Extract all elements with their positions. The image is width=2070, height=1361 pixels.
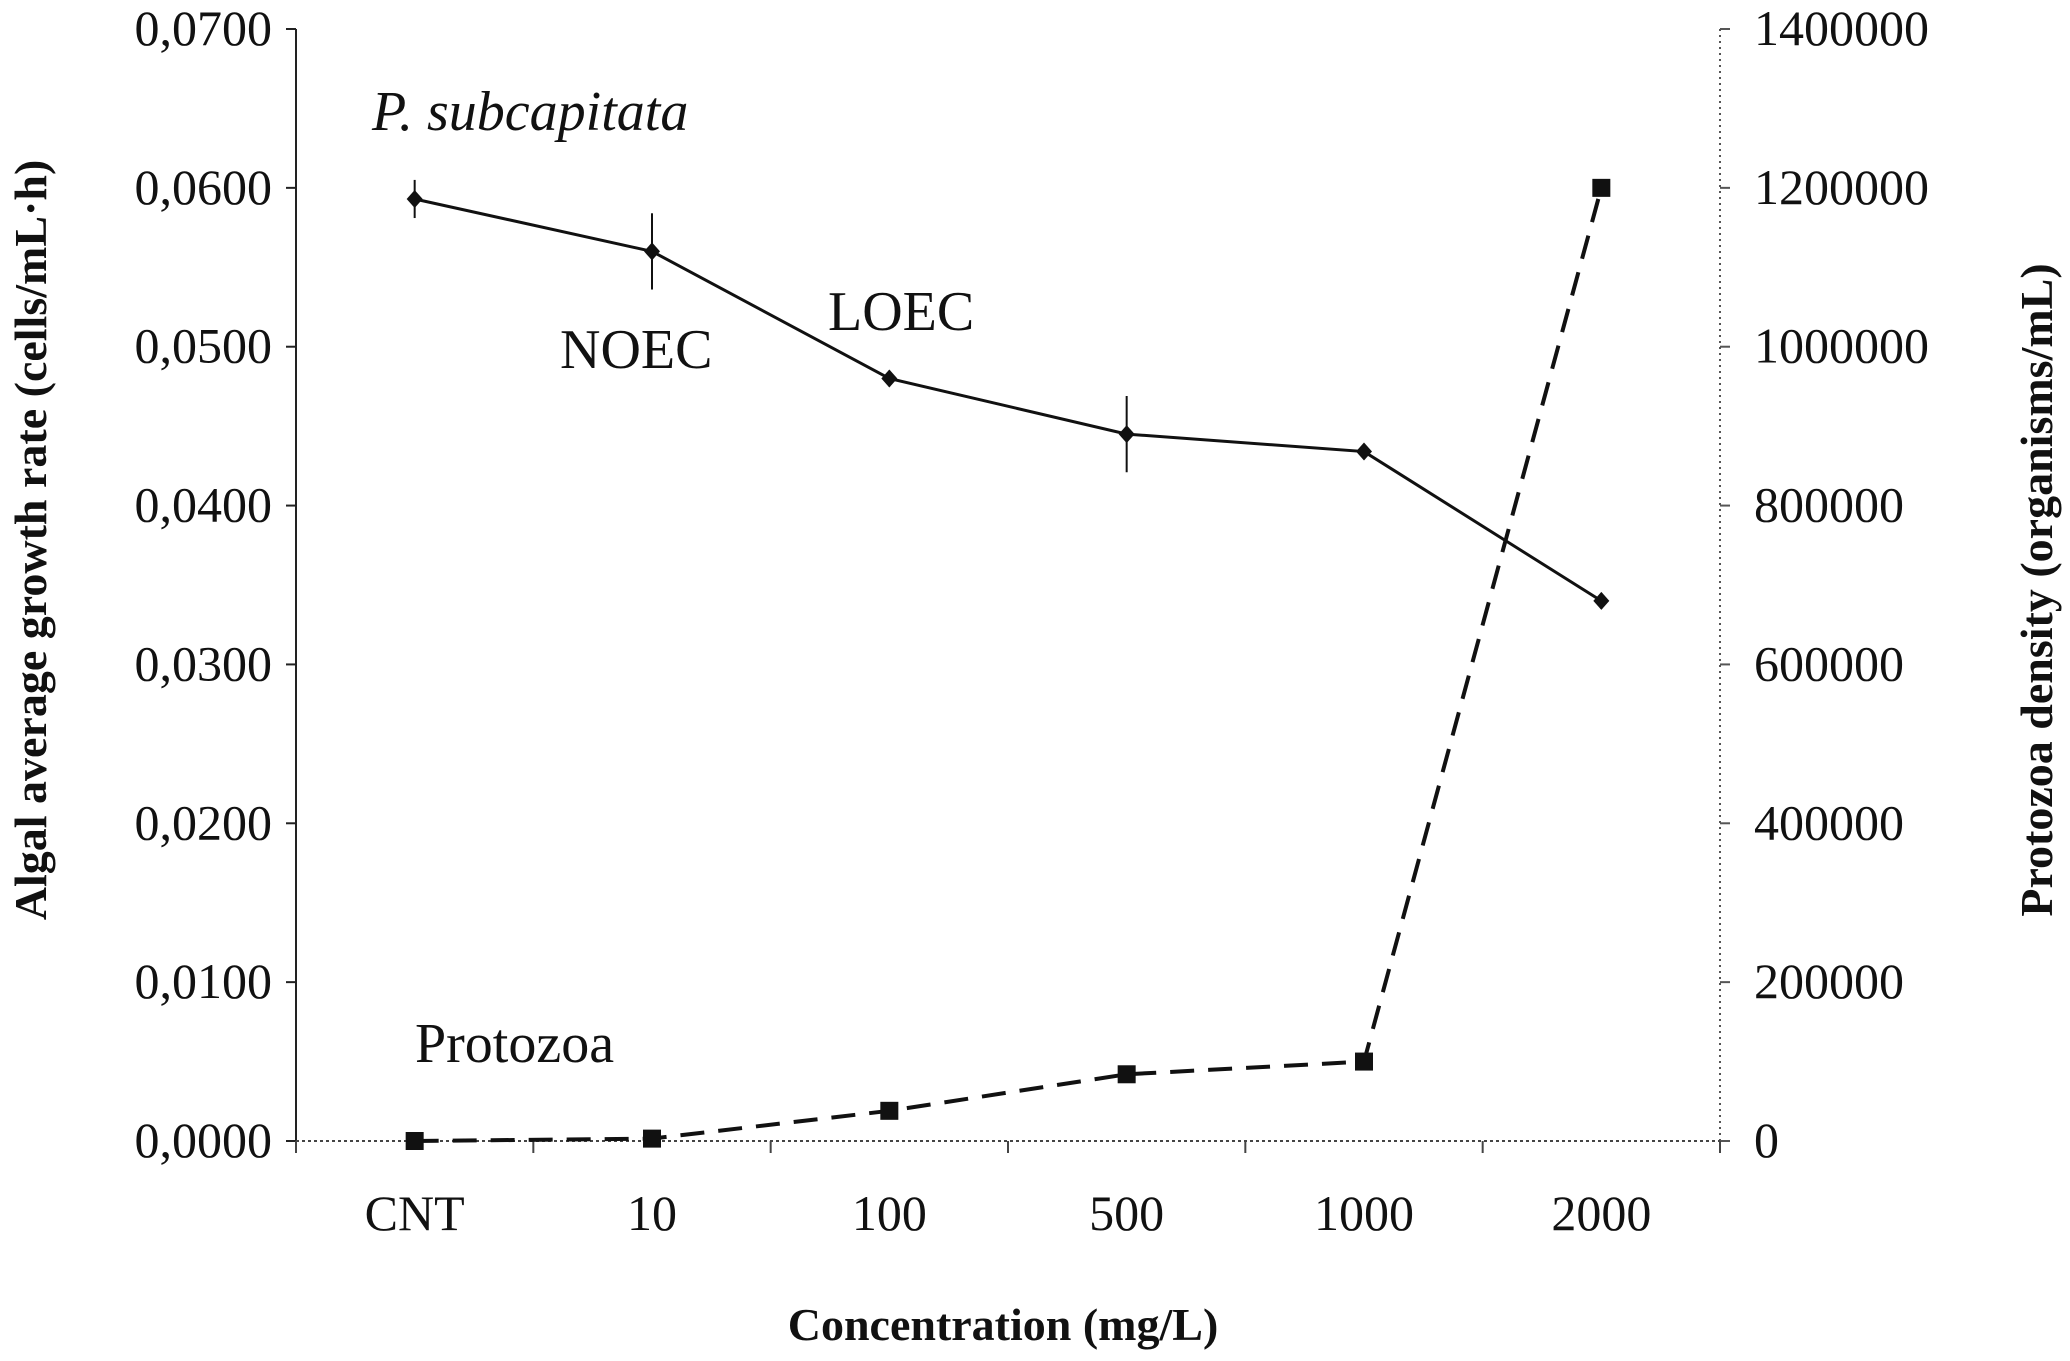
right-tick-label: 1000000 [1754, 318, 1929, 374]
data-point [881, 369, 898, 388]
x-tick-label: 2000 [1551, 1185, 1651, 1241]
annotation-protozoa: Protozoa [415, 1013, 614, 1075]
left-tick-label: 0,0700 [135, 0, 273, 56]
series-algae [406, 179, 1610, 610]
annotation-noec: NOEC [560, 319, 712, 381]
data-point [1117, 1065, 1136, 1084]
left-tick-label: 0,0300 [135, 635, 273, 691]
data-point [406, 189, 423, 208]
left-tick-label: 0,0500 [135, 318, 273, 374]
left-tick-label: 0,0400 [135, 477, 273, 533]
x-tick-label: 100 [852, 1185, 927, 1241]
data-point [405, 1132, 424, 1150]
left-tick-label: 0,0200 [135, 794, 273, 850]
data-point [880, 1101, 899, 1120]
plot-frame [295, 29, 1721, 1142]
series-line [414, 197, 1603, 603]
right-y-axis-title: Protozoa density (organisms/mL) [2011, 263, 2062, 916]
data-point [1592, 178, 1611, 197]
left-tick-label: 0,0100 [135, 953, 273, 1009]
right-tick-label: 1200000 [1754, 159, 1929, 215]
x-tick-label: 10 [627, 1185, 677, 1241]
data-point [643, 1129, 661, 1148]
annotation-p-subcapitata: P. subcapitata [371, 81, 688, 143]
annotation-loec: LOEC [828, 281, 974, 343]
series-line [414, 187, 1604, 1143]
right-tick-label: 600000 [1754, 635, 1904, 691]
left-tick-label: 0,0000 [135, 1112, 273, 1168]
series-layer [405, 178, 1611, 1150]
right-tick-label: 200000 [1754, 953, 1904, 1009]
right-y-axis: 0 200000 400000 600000 800000 1000000 1200000 1… [1720, 0, 1929, 1168]
data-point [1356, 442, 1372, 461]
data-point [644, 242, 660, 261]
left-y-axis-title: Algal average growth rate (cells/mL·h) [5, 160, 56, 921]
x-tick-label: CNT [365, 1185, 465, 1241]
right-tick-label: 1400000 [1754, 0, 1929, 56]
data-point [1355, 1052, 1373, 1071]
data-point [1118, 425, 1135, 444]
x-axis: CNT 10 100 500 1000 2000 [295, 1141, 1721, 1241]
right-tick-label: 0 [1754, 1112, 1779, 1168]
x-tick-label: 500 [1089, 1185, 1164, 1241]
left-tick-label: 0,0600 [135, 159, 273, 215]
right-tick-label: 800000 [1754, 477, 1904, 533]
x-tick-label: 1000 [1314, 1185, 1414, 1241]
left-y-axis: 0,0000 0,0100 0,0200 0,0300 0,0400 0,0500 0,06… [135, 0, 296, 1168]
series-protozoa [405, 178, 1611, 1150]
right-tick-label: 400000 [1754, 794, 1904, 850]
x-axis-title: Concentration (mg/L) [788, 1299, 1219, 1350]
data-point [1593, 591, 1610, 610]
